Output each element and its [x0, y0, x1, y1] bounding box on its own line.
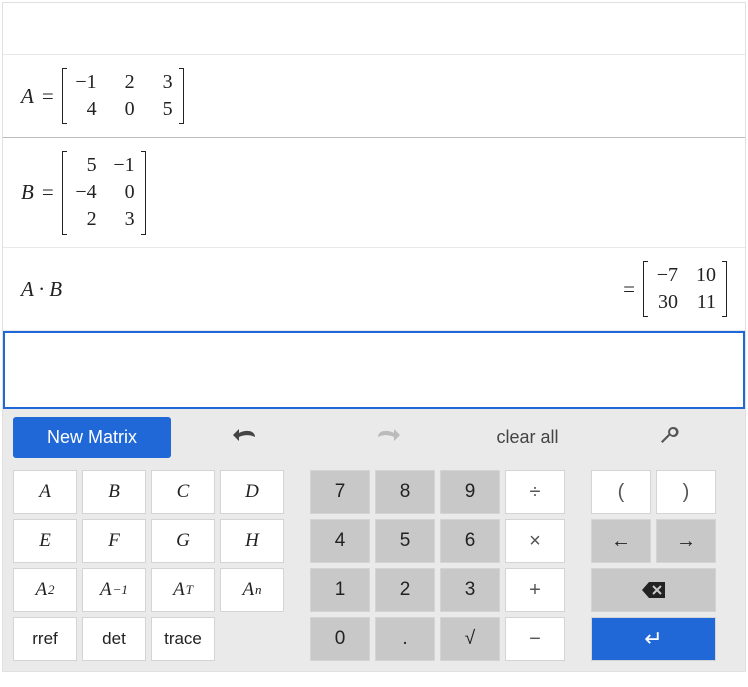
clear-all-button[interactable]: clear all — [461, 419, 594, 456]
key-var-c[interactable]: C — [151, 470, 215, 514]
matrix-cell: 0 — [111, 181, 135, 204]
key-3[interactable]: 3 — [440, 568, 500, 612]
matrix-a: −1 23 405 — [62, 67, 184, 125]
keyboard: ABCD EFGH A2A−1ATAn rrefdettrace 789÷ 456× 12… — [3, 466, 745, 671]
key-func-An[interactable]: An — [220, 568, 284, 612]
matrix-b: 5 −1 −4 023 — [62, 150, 146, 235]
matrix-a-cells: −1 23 405 — [67, 67, 179, 125]
key-var-g[interactable]: G — [151, 519, 215, 563]
key-arrow_l[interactable]: ← — [591, 519, 651, 563]
redo-button[interactable] — [320, 419, 453, 456]
key-0[interactable]: 0 — [310, 617, 370, 661]
key-+[interactable]: + — [505, 568, 565, 612]
key-−[interactable]: − — [505, 617, 565, 661]
bracket-right — [141, 151, 146, 235]
key-7[interactable]: 7 — [310, 470, 370, 514]
matrix-result: −7 10 30 11 — [643, 260, 727, 318]
expr-ab: A · B — [21, 277, 62, 302]
key-var-d[interactable]: D — [220, 470, 284, 514]
history-row-result[interactable]: A · B = −7 10 30 11 — [3, 248, 745, 331]
key-trace[interactable]: trace — [151, 617, 215, 661]
matrix-cell: 5 — [73, 154, 97, 177]
key-√[interactable]: √ — [440, 617, 500, 661]
key-empty — [220, 617, 284, 661]
key-group-numpad: 789÷ 456× 123+0.√− — [310, 470, 565, 661]
key-group-vars: ABCD EFGH A2A−1ATAn rrefdettrace — [13, 470, 284, 661]
matrix-cell: 2 — [111, 71, 135, 94]
matrix-cell: −7 — [654, 264, 678, 287]
key-paren_l[interactable]: ( — [591, 470, 651, 514]
key-var-b[interactable]: B — [82, 470, 146, 514]
matrix-cell: 3 — [111, 208, 135, 231]
undo-button[interactable] — [179, 419, 312, 456]
matrix-cell: 4 — [73, 98, 97, 121]
var-a: A — [21, 84, 34, 109]
matrix-cell: −1 — [73, 71, 97, 94]
matrix-cell: 30 — [654, 291, 678, 314]
matrix-cell: −4 — [73, 181, 97, 204]
wrench-icon — [659, 425, 679, 445]
key-var-f[interactable]: F — [82, 519, 146, 563]
var-b: B — [21, 180, 34, 205]
matrix-b-cells: 5 −1 −4 023 — [67, 150, 141, 235]
key-det[interactable]: det — [82, 617, 146, 661]
key-enter[interactable]: ↵ — [591, 617, 716, 661]
undo-icon — [233, 427, 259, 443]
history-row-b[interactable]: B = 5 −1 −4 023 — [3, 138, 745, 248]
key-.[interactable]: . — [375, 617, 435, 661]
key-rref[interactable]: rref — [13, 617, 77, 661]
backspace-icon — [641, 581, 667, 599]
key-group-extras: ()←→ ↵ — [591, 470, 716, 661]
settings-button[interactable] — [602, 417, 735, 458]
new-matrix-button[interactable]: New Matrix — [13, 417, 171, 458]
input-row[interactable] — [3, 331, 745, 409]
matrix-cell: 10 — [692, 264, 716, 287]
key-×[interactable]: × — [505, 519, 565, 563]
redo-icon — [374, 427, 400, 443]
matrix-result-cells: −7 10 30 11 — [648, 260, 722, 318]
key-5[interactable]: 5 — [375, 519, 435, 563]
key-2[interactable]: 2 — [375, 568, 435, 612]
result-ab: = −7 10 30 11 — [615, 260, 727, 318]
matrix-cell: 11 — [692, 291, 716, 314]
equals: = — [42, 180, 54, 205]
matrix-cell: 2 — [73, 208, 97, 231]
matrix-cell: 5 — [149, 98, 173, 121]
key-1[interactable]: 1 — [310, 568, 370, 612]
key-÷[interactable]: ÷ — [505, 470, 565, 514]
key-func-A2[interactable]: A2 — [13, 568, 77, 612]
expr-text: A · B — [21, 277, 62, 302]
key-backspace[interactable] — [591, 568, 716, 612]
key-6[interactable]: 6 — [440, 519, 500, 563]
history-row-a[interactable]: A = −1 23 405 — [3, 55, 745, 138]
key-9[interactable]: 9 — [440, 470, 500, 514]
key-8[interactable]: 8 — [375, 470, 435, 514]
bracket-right — [179, 68, 184, 124]
equals: = — [42, 84, 54, 109]
key-var-h[interactable]: H — [220, 519, 284, 563]
key-var-e[interactable]: E — [13, 519, 77, 563]
bracket-right — [722, 261, 727, 317]
key-func-AT[interactable]: AT — [151, 568, 215, 612]
matrix-cell: 0 — [111, 98, 135, 121]
key-paren_r[interactable]: ) — [656, 470, 716, 514]
toolbar: New Matrix clear all — [3, 409, 745, 466]
expr-b: B = 5 −1 −4 023 — [21, 150, 146, 235]
history-row-blank — [3, 3, 745, 55]
expr-a: A = −1 23 405 — [21, 67, 184, 125]
key-func-A−1[interactable]: A−1 — [82, 568, 146, 612]
equals: = — [623, 277, 635, 302]
key-arrow_r[interactable]: → — [656, 519, 716, 563]
calculator-container: A = −123405 B = 5−1−4023 A · B = — [2, 2, 746, 672]
key-4[interactable]: 4 — [310, 519, 370, 563]
matrix-cell: −1 — [111, 154, 135, 177]
key-var-a[interactable]: A — [13, 470, 77, 514]
matrix-cell: 3 — [149, 71, 173, 94]
